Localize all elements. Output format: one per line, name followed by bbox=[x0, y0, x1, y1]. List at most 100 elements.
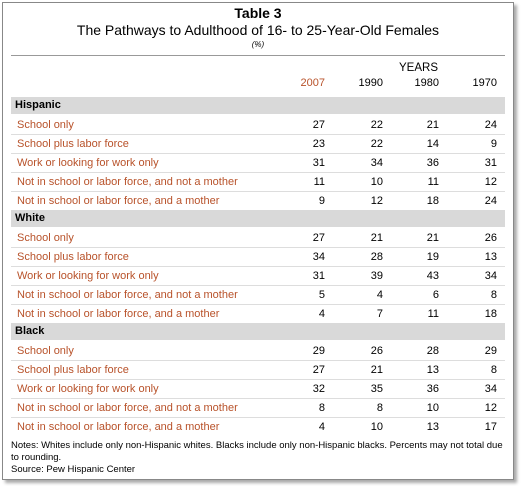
cell-value: 27 bbox=[312, 119, 325, 131]
cell-value: 9 bbox=[318, 195, 325, 207]
notes: Notes: Whites include only non-Hispanic … bbox=[11, 440, 503, 463]
row-rule bbox=[11, 398, 505, 399]
row-label: Not in school or labor force, and a moth… bbox=[17, 421, 220, 433]
row-rule bbox=[11, 247, 505, 248]
cell-value: 4 bbox=[318, 308, 325, 320]
row-rule bbox=[11, 417, 505, 418]
cell-value: 22 bbox=[370, 119, 383, 131]
row-label: Work or looking for work only bbox=[17, 383, 159, 395]
cell-value: 21 bbox=[370, 232, 383, 244]
cell-value: 8 bbox=[490, 289, 497, 301]
row-rule bbox=[11, 153, 505, 154]
section-name: White bbox=[15, 212, 45, 224]
cell-value: 26 bbox=[484, 232, 497, 244]
cell-value: 10 bbox=[370, 176, 383, 188]
row-label: Not in school or labor force, and not a … bbox=[17, 289, 238, 301]
row-label: School plus labor force bbox=[17, 364, 129, 376]
cell-value: 29 bbox=[312, 345, 325, 357]
cell-value: 31 bbox=[312, 270, 325, 282]
row-label: School only bbox=[17, 119, 74, 131]
cell-value: 19 bbox=[426, 251, 439, 263]
cell-value: 23 bbox=[312, 138, 325, 150]
cell-value: 11 bbox=[427, 176, 439, 188]
cell-value: 27 bbox=[312, 232, 325, 244]
row-label: Not in school or labor force, and not a … bbox=[17, 176, 238, 188]
cell-value: 26 bbox=[370, 345, 383, 357]
row-label: School only bbox=[17, 232, 74, 244]
cell-value: 17 bbox=[484, 421, 497, 433]
cell-value: 21 bbox=[426, 232, 439, 244]
divider bbox=[11, 55, 505, 56]
cell-value: 7 bbox=[376, 308, 383, 320]
cell-value: 8 bbox=[376, 402, 383, 414]
cell-value: 13 bbox=[426, 421, 439, 433]
cell-value: 21 bbox=[426, 119, 439, 131]
cell-value: 12 bbox=[484, 402, 497, 414]
cell-value: 34 bbox=[484, 383, 497, 395]
section-band bbox=[11, 210, 505, 227]
cell-value: 11 bbox=[427, 308, 439, 320]
cell-value: 12 bbox=[484, 176, 497, 188]
table-frame: Table 3 The Pathways to Adulthood of 16-… bbox=[2, 2, 514, 480]
cell-value: 12 bbox=[370, 195, 383, 207]
cell-value: 8 bbox=[490, 364, 497, 376]
section-name: Hispanic bbox=[15, 99, 61, 111]
row-rule bbox=[11, 266, 505, 267]
cell-value: 4 bbox=[318, 421, 325, 433]
cell-value: 5 bbox=[318, 289, 325, 301]
row-label: School plus labor force bbox=[17, 138, 129, 150]
cell-value: 4 bbox=[376, 289, 383, 301]
column-header: 1990 bbox=[358, 77, 383, 89]
row-label: School plus labor force bbox=[17, 251, 129, 263]
cell-value: 13 bbox=[484, 251, 497, 263]
cell-value: 29 bbox=[484, 345, 497, 357]
row-rule bbox=[11, 172, 505, 173]
row-rule bbox=[11, 134, 505, 135]
row-rule bbox=[11, 379, 505, 380]
cell-value: 31 bbox=[312, 157, 325, 169]
cell-value: 34 bbox=[312, 251, 325, 263]
row-label: Not in school or labor force, and a moth… bbox=[17, 195, 220, 207]
row-label: School only bbox=[17, 345, 74, 357]
row-rule bbox=[11, 304, 505, 305]
cell-value: 32 bbox=[312, 383, 325, 395]
cell-value: 35 bbox=[370, 383, 383, 395]
cell-value: 9 bbox=[490, 138, 497, 150]
row-label: Work or looking for work only bbox=[17, 270, 159, 282]
cell-value: 10 bbox=[370, 421, 383, 433]
cell-value: 36 bbox=[426, 157, 439, 169]
group-label: YEARS bbox=[399, 62, 438, 74]
source: Source: Pew Hispanic Center bbox=[11, 464, 136, 475]
cell-value: 24 bbox=[484, 195, 497, 207]
unit: (%) bbox=[251, 40, 265, 49]
cell-value: 13 bbox=[426, 364, 439, 376]
subtitle: The Pathways to Adulthood of 16- to 25-Y… bbox=[76, 22, 440, 38]
cell-value: 28 bbox=[370, 251, 383, 263]
cell-value: 28 bbox=[426, 345, 439, 357]
row-label: Not in school or labor force, and not a … bbox=[17, 402, 238, 414]
cell-value: 31 bbox=[484, 157, 497, 169]
row-rule bbox=[11, 360, 505, 361]
cell-value: 6 bbox=[432, 289, 439, 301]
column-header: 2007 bbox=[300, 77, 325, 89]
title: Table 3 bbox=[234, 5, 282, 21]
row-label: Not in school or labor force, and a moth… bbox=[17, 308, 220, 320]
cell-value: 43 bbox=[426, 270, 439, 282]
cell-value: 18 bbox=[484, 308, 497, 320]
cell-value: 14 bbox=[426, 138, 439, 150]
cell-value: 8 bbox=[318, 402, 325, 414]
cell-value: 21 bbox=[370, 364, 383, 376]
cell-value: 18 bbox=[426, 195, 439, 207]
cell-value: 39 bbox=[370, 270, 383, 282]
cell-value: 34 bbox=[370, 157, 383, 169]
cell-value: 24 bbox=[484, 119, 497, 131]
row-rule bbox=[11, 285, 505, 286]
row-rule bbox=[11, 191, 505, 192]
cell-value: 27 bbox=[312, 364, 325, 376]
column-header: 1970 bbox=[472, 77, 497, 89]
cell-value: 11 bbox=[313, 176, 325, 188]
cell-value: 22 bbox=[370, 138, 383, 150]
row-label: Work or looking for work only bbox=[17, 157, 159, 169]
section-band bbox=[11, 97, 505, 114]
